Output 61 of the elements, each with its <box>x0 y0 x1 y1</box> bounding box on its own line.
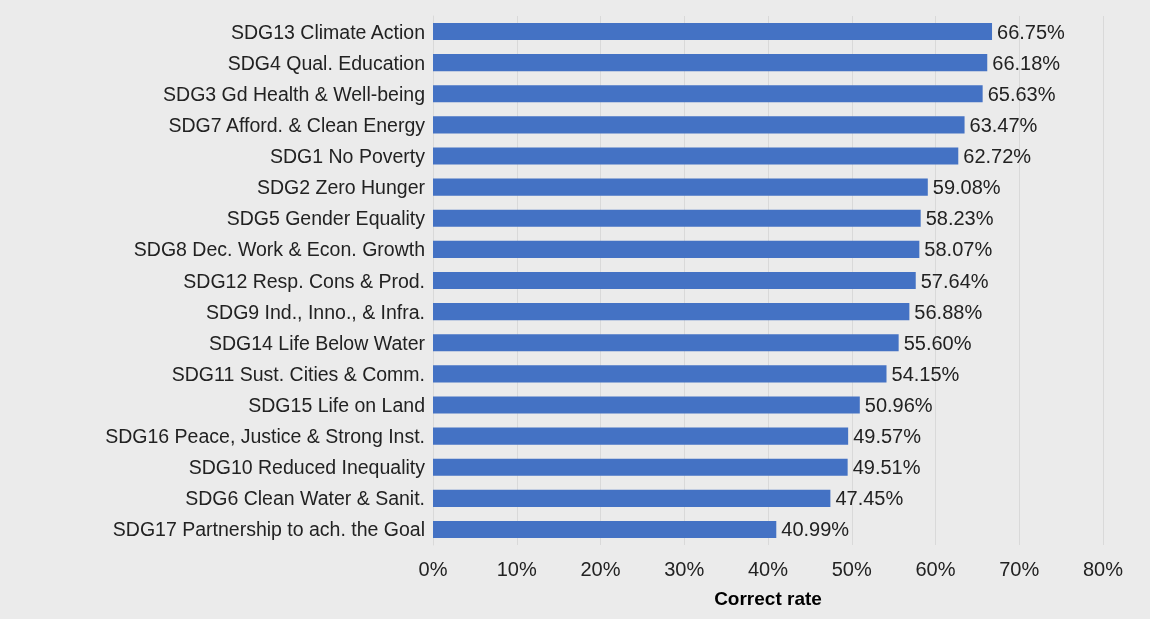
x-axis-title: Correct rate <box>714 588 822 609</box>
bar <box>433 365 887 383</box>
data-label: 62.72% <box>963 145 1032 168</box>
x-tick-label: 70% <box>999 558 1040 580</box>
bar <box>433 54 988 72</box>
y-tick-label: SDG5 Gender Equality <box>226 207 426 230</box>
bar <box>433 396 860 414</box>
y-tick-label: SDG14 Life Below Water <box>208 331 426 354</box>
data-label: 58.07% <box>924 238 993 261</box>
data-label: 40.99% <box>781 518 850 541</box>
y-tick-label: SDG12 Resp. Cons & Prod. <box>183 269 425 292</box>
y-tick-label: SDG13 Climate Action <box>230 20 425 43</box>
y-tick-label: SDG2 Zero Hunger <box>257 176 426 199</box>
data-label: 47.45% <box>835 487 904 510</box>
bar <box>433 147 959 165</box>
data-label: 49.57% <box>853 425 922 448</box>
bar <box>433 334 899 352</box>
bar <box>433 427 849 445</box>
y-tick-label: SDG3 Gd Health & Well-being <box>163 82 425 105</box>
y-tick-label: SDG17 Partnership to ach. the Goal <box>112 518 425 541</box>
data-label: 49.51% <box>852 456 921 479</box>
x-tick-label: 80% <box>1082 558 1124 580</box>
x-tick-label: 30% <box>664 558 705 580</box>
y-tick-label: SDG7 Afford. & Clean Energy <box>168 113 426 136</box>
y-tick-label: SDG4 Qual. Education <box>227 51 425 74</box>
bar <box>433 209 921 227</box>
data-label: 63.47% <box>969 113 1038 136</box>
data-label: 55.60% <box>903 331 972 354</box>
bar <box>433 303 910 321</box>
x-tick-label: 10% <box>496 558 537 580</box>
bar <box>433 458 848 476</box>
bar <box>433 489 831 507</box>
bar <box>433 178 928 196</box>
y-tick-label: SDG8 Dec. Work & Econ. Growth <box>133 238 425 261</box>
bar <box>433 271 916 290</box>
x-tick-label: 20% <box>580 558 621 580</box>
y-tick-label: SDG1 No Poverty <box>270 145 426 168</box>
y-tick-label: SDG11 Sust. Cities & Comm. <box>171 362 425 385</box>
y-tick-label: SDG16 Peace, Justice & Strong Inst. <box>105 425 425 448</box>
data-label: 54.15% <box>891 362 960 385</box>
data-label: 59.08% <box>932 176 1001 199</box>
bar <box>433 116 965 134</box>
data-label: 58.23% <box>925 207 994 230</box>
x-tick-label: 0% <box>418 558 448 580</box>
data-label: 50.96% <box>864 393 933 416</box>
bar <box>433 85 983 103</box>
bar <box>433 520 777 538</box>
data-label: 66.75% <box>997 20 1066 43</box>
x-tick-label: 40% <box>747 558 789 580</box>
bar <box>433 240 920 258</box>
data-label: 65.63% <box>987 82 1056 105</box>
data-label: 57.64% <box>920 269 989 292</box>
x-tick-label: 50% <box>831 558 872 580</box>
y-tick-label: SDG9 Ind., Inno., & Infra. <box>206 300 425 323</box>
data-label: 56.88% <box>914 300 983 323</box>
bar <box>433 23 993 41</box>
y-tick-label: SDG10 Reduced Inequality <box>188 456 426 479</box>
y-tick-label: SDG6 Clean Water & Sanit. <box>185 487 425 510</box>
data-label: 66.18% <box>992 51 1061 74</box>
x-tick-label: 60% <box>915 558 956 580</box>
y-tick-label: SDG15 Life on Land <box>248 393 425 416</box>
